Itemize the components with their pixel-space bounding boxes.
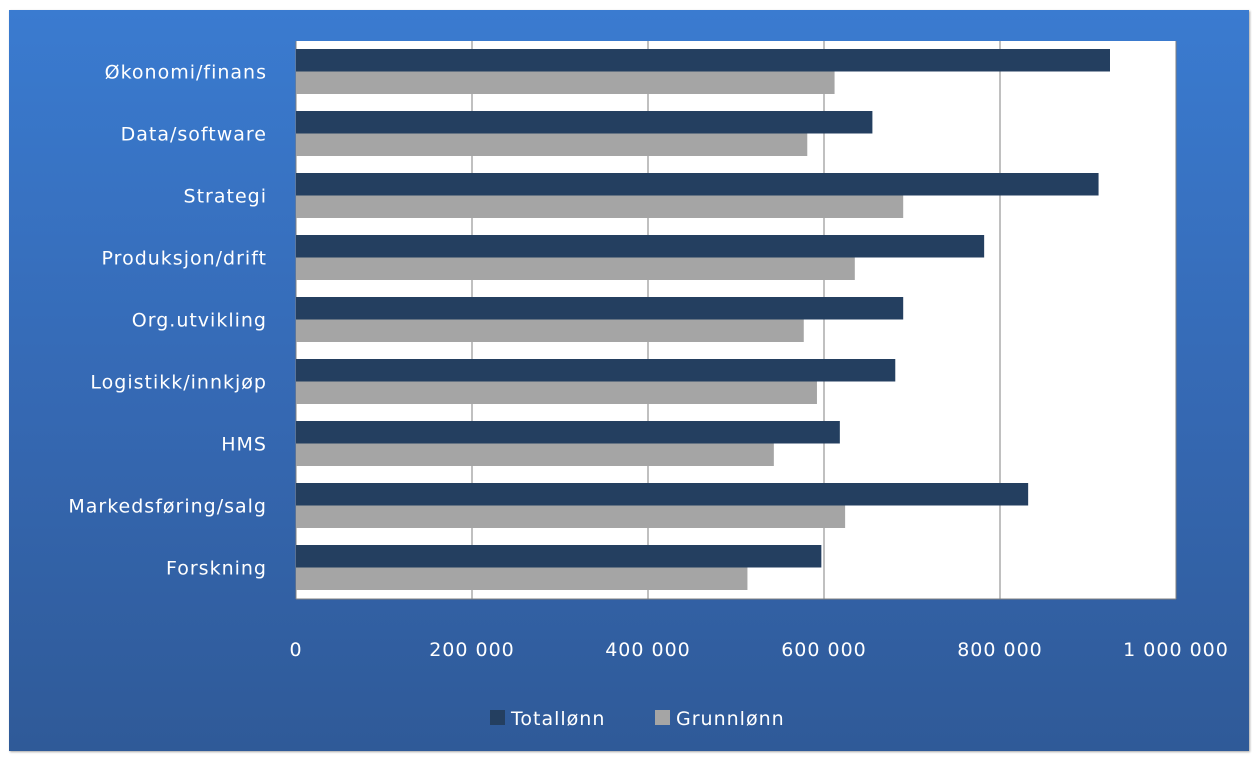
legend-swatch [655, 710, 670, 725]
category-label: Markedsføring/salg [68, 496, 267, 518]
bar-grunnlonn [296, 319, 804, 342]
category-label: Logistikk/innkjøp [90, 372, 267, 394]
bar-totallonn [296, 49, 1110, 72]
bar-grunnlonn [296, 195, 904, 218]
category-label: Org.utvikling [132, 310, 267, 332]
bar-totallonn [296, 359, 896, 382]
x-tick-label: 800 000 [957, 639, 1043, 661]
bar-grunnlonn [296, 567, 748, 590]
x-tick-label: 1 000 000 [1123, 639, 1229, 661]
bar-totallonn [296, 173, 1099, 196]
category-label: Strategi [184, 186, 267, 208]
category-label: Data/software [121, 124, 267, 146]
x-tick-label: 0 [289, 639, 302, 661]
bar-totallonn [296, 483, 1029, 506]
category-label: HMS [221, 434, 267, 456]
legend-label: Totallønn [510, 708, 605, 730]
category-label: Forskning [166, 558, 267, 580]
bar-grunnlonn [296, 71, 835, 94]
bar-totallonn [296, 111, 873, 134]
bar-grunnlonn [296, 443, 774, 466]
bar-grunnlonn [296, 257, 855, 280]
bar-totallonn [296, 235, 985, 258]
bar-grunnlonn [296, 133, 808, 156]
x-tick-label: 600 000 [781, 639, 867, 661]
legend-label: Grunnlønn [676, 708, 785, 730]
x-tick-label: 200 000 [429, 639, 515, 661]
legend-swatch [490, 710, 505, 725]
category-label: Produksjon/drift [102, 248, 267, 270]
bar-grunnlonn [296, 381, 817, 404]
bar-totallonn [296, 297, 904, 320]
bar-chart: Økonomi/finans Data/software Strategi Produ… [68, 41, 1229, 730]
bar-totallonn [296, 545, 822, 568]
bar-totallonn [296, 421, 840, 444]
category-label: Økonomi/finans [105, 62, 267, 84]
bar-grunnlonn [296, 505, 846, 528]
chart-frame: Økonomi/finans Data/software Strategi Produ… [9, 10, 1249, 751]
x-tick-label: 400 000 [605, 639, 691, 661]
legend: Totallønn Grunnlønn [490, 708, 785, 730]
